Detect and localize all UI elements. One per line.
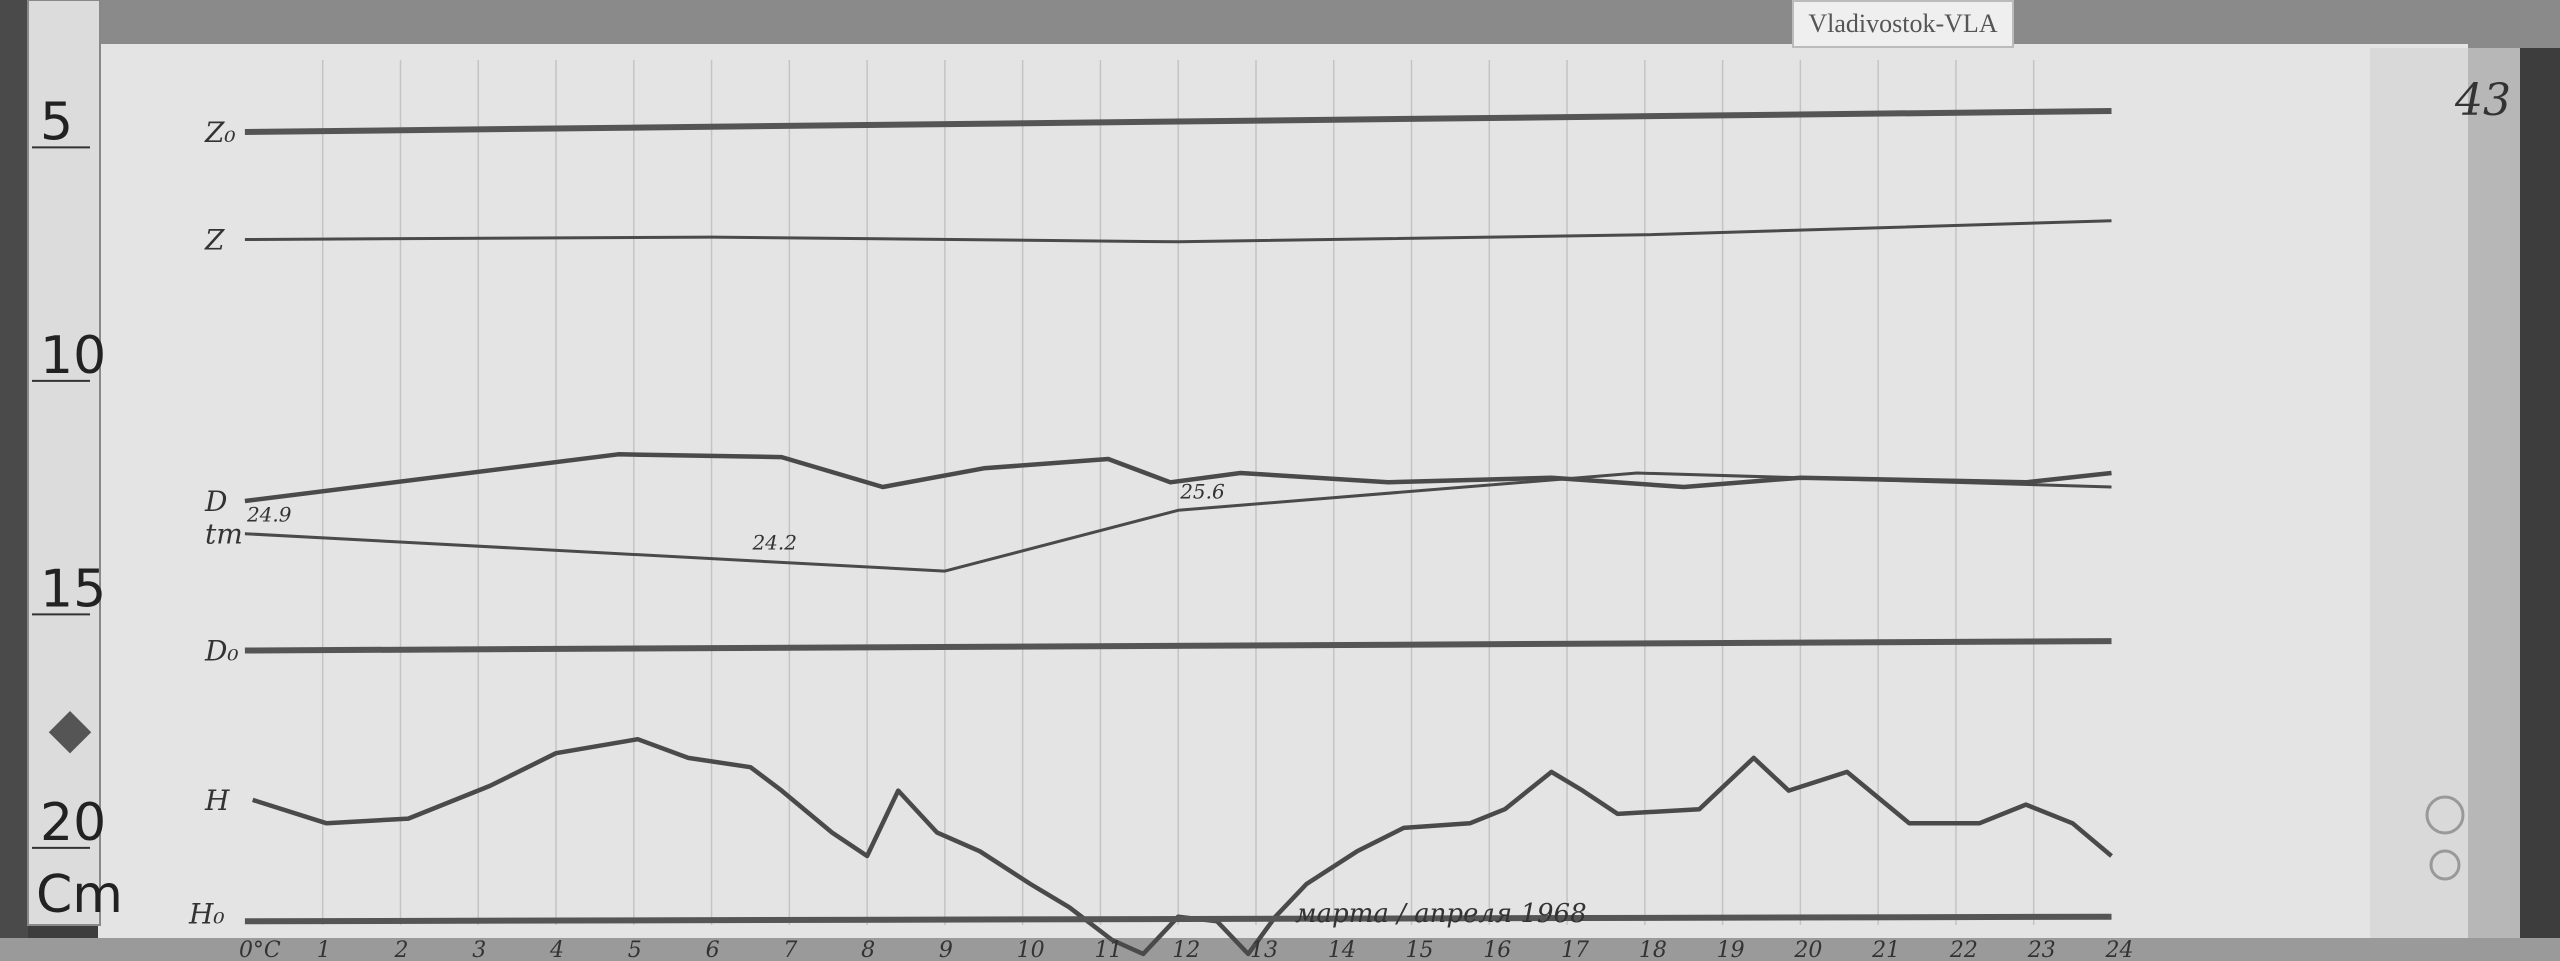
trace-D: [244, 452, 2112, 504]
trace-label: H₀: [188, 897, 225, 930]
bottom-edge: [0, 938, 2560, 961]
hour-tick-label: 16: [1483, 938, 1511, 961]
trace-H₀: [244, 913, 2112, 925]
strip-hole: [2425, 795, 2465, 835]
trace-Z: [244, 219, 2112, 244]
trace-labels: Z₀ Z Dtm D₀ H H₀ 24.9 24.2 25.6: [188, 116, 1225, 930]
ruler-tick-label: 5: [40, 92, 73, 152]
page-number: 43: [2454, 75, 2511, 126]
hour-tick-label: 0°C: [239, 938, 281, 961]
paper-sheet: [98, 44, 2468, 939]
ruler-unit-label: Cm: [36, 865, 123, 925]
station-label: Vladivostok-VLA: [1792, 0, 2014, 48]
hour-tick-label: 21: [1871, 938, 1900, 961]
hour-tick-label: 18: [1639, 938, 1667, 961]
ruler-tick-label: 10: [40, 326, 106, 386]
trace-D₀: [244, 638, 2112, 654]
hour-tick-label: 11: [1094, 938, 1122, 961]
hour-tick-label: 19: [1717, 938, 1745, 961]
transparent-scale-strip: [2370, 48, 2520, 938]
hour-tick-label: 22: [1949, 938, 1978, 961]
hour-tick-label: 14: [1328, 938, 1356, 961]
trace-label: tm: [205, 518, 243, 551]
hour-tick-label: 10: [1017, 938, 1045, 961]
hour-tick-label: 13: [1250, 938, 1278, 961]
table-edge: [0, 0, 28, 961]
cm-ruler: [27, 0, 101, 926]
hour-tick-label: 15: [1406, 938, 1434, 961]
value-annotation: 24.9: [246, 503, 292, 527]
trace-Z₀: [244, 108, 2112, 135]
trace-label: D₀: [204, 634, 239, 667]
trace-label: Z: [204, 223, 225, 256]
hour-tick-label: 17: [1561, 938, 1589, 961]
trace-label: D: [204, 485, 227, 518]
value-annotation: 25.6: [1179, 479, 1225, 503]
hour-tick-label: 12: [1172, 938, 1200, 961]
hour-tick-label: 5: [628, 938, 642, 961]
hour-tick-label: 2: [393, 938, 408, 961]
hour-tick-label: 20: [1793, 938, 1822, 961]
trace-label: Z₀: [204, 116, 236, 149]
top-edge: [100, 0, 2560, 48]
hour-tick-label: 24: [2104, 938, 2133, 961]
hour-tick-label: 23: [2027, 938, 2056, 961]
date-note: марта / апреля 1968: [1295, 899, 1587, 929]
ruler-tick-label: 20: [40, 793, 106, 853]
hour-tick-label: 1: [317, 938, 331, 961]
hour-tick-label: 9: [939, 938, 953, 961]
hour-labels: 0°C 1 2 3 4 5 6 7 8 9 10 11 12 13 14 15 16 17 18 19 20 21 22 23…: [239, 938, 2134, 961]
hour-grid: [321, 60, 2035, 925]
ruler-tick-label: 15: [40, 559, 106, 619]
trace-tm: [244, 471, 2112, 573]
hour-tick-label: 7: [783, 938, 797, 961]
hour-tick-label: 6: [706, 938, 720, 961]
value-annotation: 24.2: [751, 531, 797, 555]
strip-hole: [2429, 849, 2461, 881]
trace-label: H: [204, 784, 230, 817]
hour-tick-label: 4: [549, 938, 564, 961]
traces: [244, 108, 2113, 957]
hour-tick-label: 8: [861, 938, 875, 961]
hour-tick-label: 3: [472, 938, 486, 961]
